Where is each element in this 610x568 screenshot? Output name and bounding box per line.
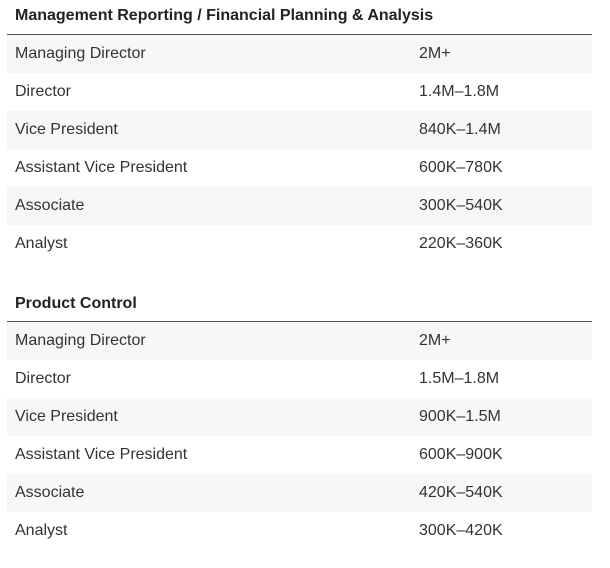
job-title: Assistant Vice President — [15, 446, 188, 463]
section-title: Management Reporting / Financial Plannin… — [7, 0, 592, 35]
job-title: Associate — [15, 197, 85, 214]
job-title: Managing Director — [15, 45, 146, 62]
table-row: Managing Director 2M+ — [7, 322, 592, 360]
job-title: Analyst — [15, 522, 68, 539]
job-title: Director — [15, 370, 72, 387]
salary-range: 840K–1.4M — [419, 121, 501, 138]
section-fpa: Management Reporting / Financial Plannin… — [7, 0, 592, 263]
job-title: Director — [15, 83, 72, 100]
salary-range: 600K–900K — [419, 446, 503, 463]
job-title: Managing Director — [15, 332, 146, 349]
table-row: Analyst 220K–360K — [7, 225, 592, 263]
salary-range: 2M+ — [419, 332, 451, 349]
table-row: Assistant Vice President 600K–780K — [7, 149, 592, 187]
salary-range: 420K–540K — [419, 484, 503, 501]
salary-range: 1.5M–1.8M — [419, 370, 500, 387]
salary-range: 2M+ — [419, 45, 451, 62]
section-product-control: Product Control Managing Director 2M+ Di… — [7, 289, 592, 550]
salary-range: 600K–780K — [419, 159, 503, 176]
table-row: Assistant Vice President 600K–900K — [7, 436, 592, 474]
salary-range: 300K–540K — [419, 197, 503, 214]
job-title: Vice President — [15, 121, 118, 138]
table-row: Managing Director 2M+ — [7, 35, 592, 73]
table-row: Director 1.5M–1.8M — [7, 360, 592, 398]
table-row: Analyst 300K–420K — [7, 512, 592, 550]
table-row: Associate 300K–540K — [7, 187, 592, 225]
job-title: Vice President — [15, 408, 118, 425]
job-title: Associate — [15, 484, 85, 501]
table-row: Vice President 840K–1.4M — [7, 111, 592, 149]
job-title: Analyst — [15, 235, 68, 252]
table-row: Vice President 900K–1.5M — [7, 398, 592, 436]
table-row: Director 1.4M–1.8M — [7, 73, 592, 111]
table-row: Associate 420K–540K — [7, 474, 592, 512]
salary-range: 220K–360K — [419, 235, 503, 252]
job-title: Assistant Vice President — [15, 159, 188, 176]
salary-range: 1.4M–1.8M — [419, 83, 500, 100]
salary-range: 900K–1.5M — [419, 408, 501, 425]
section-title: Product Control — [7, 289, 592, 322]
salary-range: 300K–420K — [419, 522, 503, 539]
